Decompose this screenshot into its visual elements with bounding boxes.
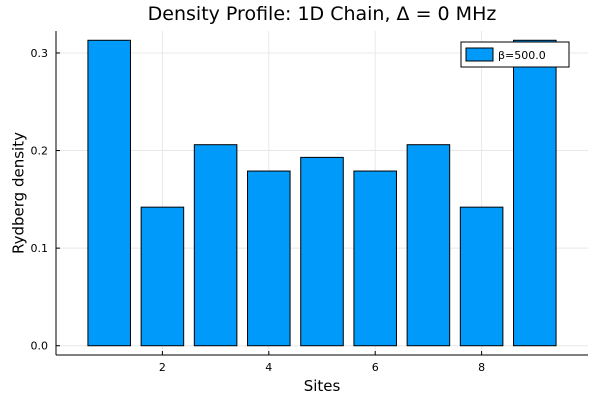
y-axis-label: Rydberg density: [9, 132, 27, 254]
chart-title: Density Profile: 1D Chain, Δ = 0 MHz: [148, 3, 497, 25]
y-ticks: 0.0 0.1 0.2 0.3: [31, 47, 60, 353]
y-tick-label: 0.2: [31, 145, 49, 158]
y-tick-label: 0.1: [31, 242, 49, 255]
bar: [247, 170, 291, 347]
x-axis-label: Sites: [304, 377, 341, 395]
x-tick-label: 8: [478, 361, 485, 374]
y-tick-label: 0.3: [31, 47, 49, 60]
bar: [193, 144, 238, 347]
legend-label: β=500.0: [498, 49, 546, 62]
x-tick-label: 6: [372, 361, 379, 374]
x-tick-label: 4: [265, 361, 272, 374]
legend: β=500.0: [460, 41, 570, 68]
x-ticks: 2 4 6 8: [159, 351, 485, 374]
bar: [353, 170, 397, 347]
bar: [513, 39, 557, 347]
x-tick-label: 2: [159, 361, 166, 374]
bars: [87, 39, 557, 347]
legend-swatch: [465, 47, 494, 62]
bar: [87, 39, 131, 347]
bar: [406, 144, 451, 347]
bar: [300, 156, 344, 347]
bar: [459, 206, 504, 347]
y-tick-label: 0.0: [31, 340, 49, 353]
bar: [140, 206, 185, 347]
